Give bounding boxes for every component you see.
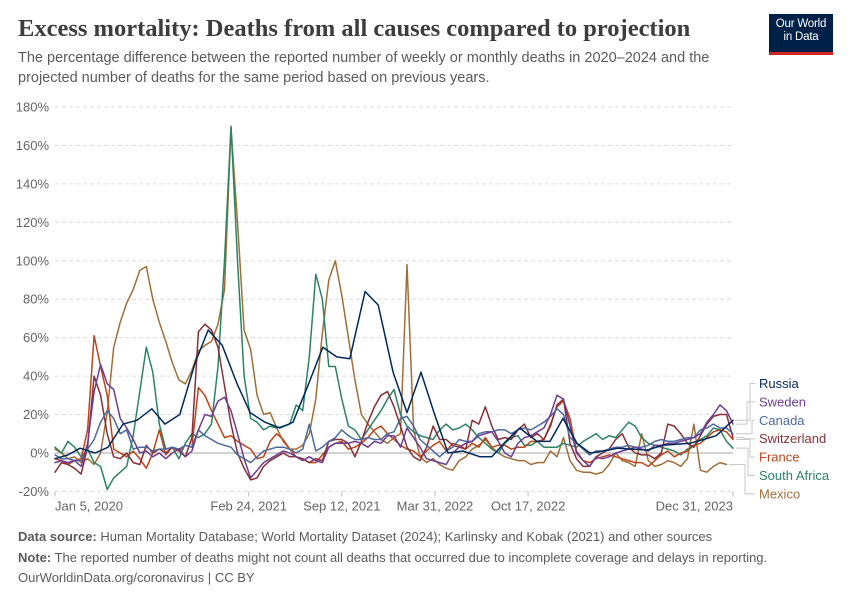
legend-label-south-africa[interactable]: South Africa <box>759 468 830 483</box>
series-line-canada <box>54 408 734 464</box>
y-tick-label: 40% <box>23 369 49 384</box>
source-url-link[interactable]: OurWorldinData.org/coronavirus <box>18 570 205 585</box>
y-tick-label: 100% <box>16 253 50 268</box>
legend-label-russia[interactable]: Russia <box>759 376 800 391</box>
license-link[interactable]: CC BY <box>214 570 255 585</box>
x-tick-label: Feb 24, 2021 <box>210 498 287 513</box>
legend-connector-france <box>736 439 755 458</box>
series-line-france <box>54 334 734 470</box>
x-tick-label: Oct 17, 2022 <box>491 498 565 513</box>
x-tick-label: Dec 31, 2023 <box>656 498 733 513</box>
attribution-line: OurWorldinData.org/coronavirus | CC BY <box>18 568 838 589</box>
data-source-line: Data source: Human Mortality Database; W… <box>18 527 838 548</box>
legend-connectors <box>729 383 755 495</box>
chart-title: Excess mortality: Deaths from all causes… <box>18 15 691 42</box>
owid-logo[interactable]: Our World in Data <box>769 14 833 55</box>
chart-footer: Data source: Human Mortality Database; W… <box>18 527 838 589</box>
x-axis-labels: Jan 5, 2020 Feb 24, 2021 Sep 12, 2021 Mar 3… <box>55 498 733 513</box>
y-gridlines <box>55 106 733 492</box>
y-tick-label: -20% <box>19 484 50 499</box>
logo-line-1: Our World <box>775 18 827 30</box>
y-tick-label: 0% <box>30 445 49 460</box>
series-line-russia <box>54 290 734 460</box>
logo-line-2: in Data <box>783 31 819 43</box>
legend-label-france[interactable]: France <box>759 450 799 465</box>
y-tick-label: 80% <box>23 292 49 307</box>
legend-connector-switzerland <box>736 437 755 440</box>
chart-subtitle: The percentage difference between the re… <box>18 50 710 86</box>
series-line-switzerland <box>54 323 734 481</box>
x-tick-label: Sep 12, 2021 <box>303 498 380 513</box>
legend-label-sweden[interactable]: Sweden <box>759 394 806 409</box>
y-tick-label: 60% <box>23 330 49 345</box>
attribution-separator: | <box>207 570 212 585</box>
legend: Russia Sweden Canada Switzerland France South… <box>759 376 830 501</box>
y-tick-label: 140% <box>16 176 50 191</box>
series-lines <box>54 125 734 491</box>
y-axis-labels: -20% 0% 20% 40% 60% 80% 100% 120% 140% 160% 180% <box>16 100 50 499</box>
legend-label-mexico[interactable]: Mexico <box>759 486 800 501</box>
legend-connector-sweden <box>736 401 755 425</box>
legend-connector-south-africa <box>736 447 755 476</box>
legend-label-canada[interactable]: Canada <box>759 413 805 428</box>
y-tick-label: 180% <box>16 100 50 115</box>
x-tick-label: Mar 31, 2022 <box>397 498 474 513</box>
note-text: The reported number of deaths might not … <box>54 549 768 565</box>
legend-connector-canada <box>736 419 755 435</box>
data-source-label: Data source: <box>18 529 97 544</box>
x-axis-ticks <box>54 491 734 497</box>
legend-label-switzerland[interactable]: Switzerland <box>759 431 826 446</box>
y-tick-label: 20% <box>23 407 49 422</box>
y-tick-label: 120% <box>16 215 50 230</box>
legend-connector-mexico <box>729 463 755 495</box>
data-source-text: Human Mortality Database; World Mortalit… <box>100 529 713 544</box>
x-tick-label: Jan 5, 2020 <box>55 498 123 513</box>
series-line-mexico <box>54 127 728 475</box>
note-label: Note: <box>18 549 52 565</box>
y-tick-label: 160% <box>16 138 50 153</box>
series-line-sweden <box>54 363 734 479</box>
note-line: Note: The reported number of deaths migh… <box>18 548 838 569</box>
